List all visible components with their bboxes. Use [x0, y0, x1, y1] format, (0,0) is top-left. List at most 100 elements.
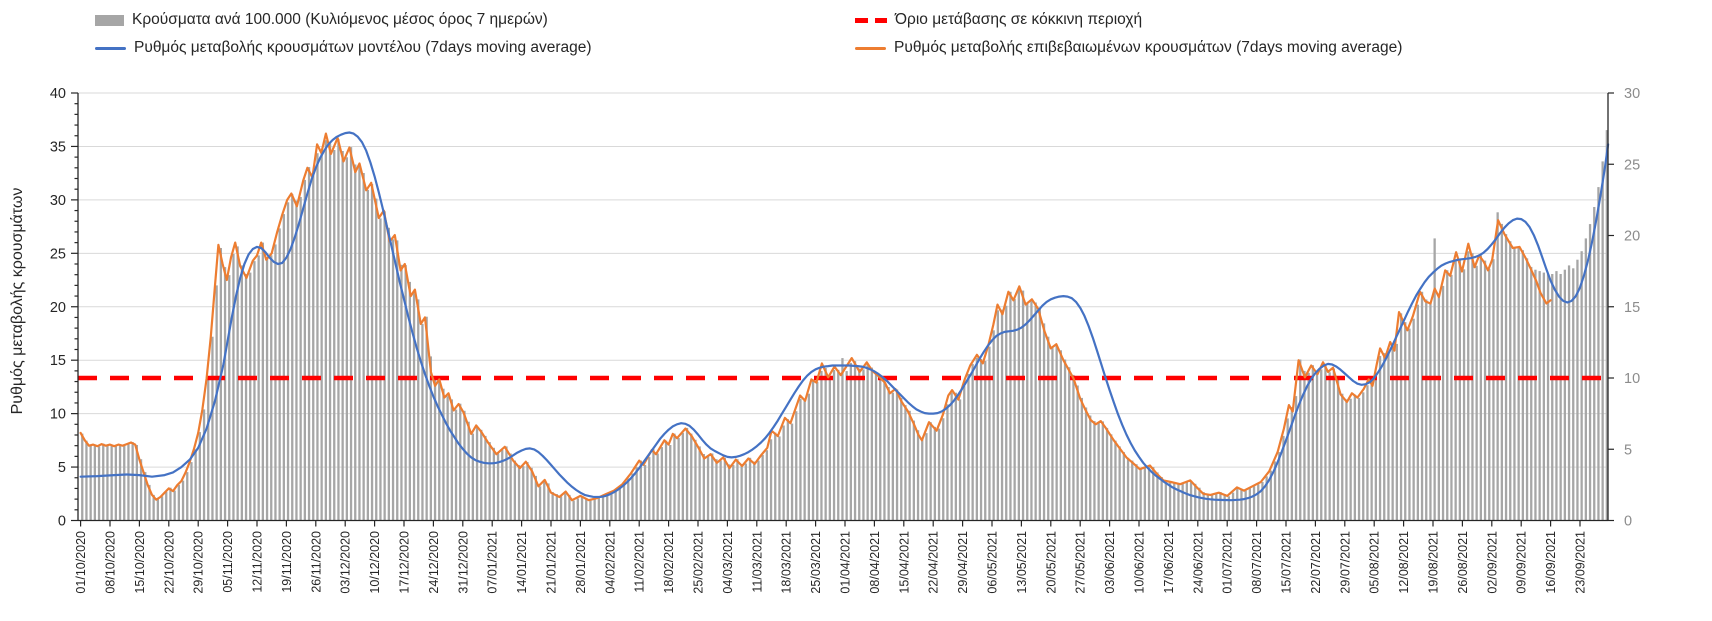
case-bar	[1135, 464, 1138, 521]
case-bar	[979, 358, 983, 521]
case-bar	[1160, 477, 1163, 521]
case-bar	[1530, 266, 1533, 521]
case-bar	[215, 285, 218, 521]
x-axis-date-label: 16/09/2021	[1544, 531, 1558, 594]
case-bar	[400, 264, 403, 521]
case-bar	[1084, 407, 1088, 521]
x-axis-date-label: 24/06/2021	[1191, 531, 1205, 594]
case-bar	[1328, 372, 1331, 521]
case-bar	[900, 397, 903, 521]
case-bar	[660, 447, 663, 521]
case-bar	[517, 465, 521, 521]
case-bar	[249, 272, 252, 521]
legend-item-model: Ρυθμός μεταβολής κρουσμάτων μοντέλου (7d…	[95, 39, 592, 57]
case-bar	[601, 496, 605, 521]
x-axis-date-label: 17/12/2020	[398, 531, 412, 594]
case-bar	[433, 380, 437, 521]
case-bar	[501, 450, 504, 521]
case-bar	[1471, 253, 1474, 521]
case-bar	[799, 398, 802, 521]
x-axis-date-label: 08/04/2021	[868, 531, 882, 594]
left-axis-tick-label: 35	[50, 139, 66, 155]
x-axis-date-label: 11/03/2021	[750, 531, 764, 593]
left-axis-tick-label: 15	[50, 353, 66, 369]
case-bar	[509, 453, 512, 521]
case-bar	[114, 446, 117, 521]
x-axis-ticks-and-labels: 01/10/2020 08/10/2020 15/10/2020 22/10/2020…	[74, 520, 1588, 594]
case-bar	[1446, 270, 1449, 521]
case-bar	[1357, 397, 1361, 521]
case-bar	[698, 446, 701, 521]
case-bar	[1126, 457, 1130, 521]
legend-item-bars: Κρούσματα ανά 100.000 (Κυλιόμενος μέσος …	[95, 11, 548, 29]
case-bar	[316, 153, 319, 521]
case-bar	[946, 404, 949, 521]
case-bar	[1168, 481, 1172, 521]
case-bar	[929, 422, 932, 521]
case-bar	[286, 202, 290, 521]
daily-case-bars	[81, 130, 1608, 521]
case-bar	[530, 467, 533, 521]
case-bar	[627, 478, 630, 521]
case-bar	[1563, 269, 1566, 521]
case-bar	[597, 497, 600, 521]
x-axis-date-label: 07/01/2021	[486, 531, 500, 594]
case-bar	[1597, 187, 1600, 521]
case-bar	[622, 483, 626, 521]
case-bar	[1588, 224, 1592, 521]
case-bar	[240, 265, 243, 521]
case-bar	[1513, 248, 1516, 521]
case-bar	[786, 419, 789, 521]
case-bar	[1387, 352, 1390, 521]
case-bar	[1366, 385, 1369, 521]
case-bar	[337, 139, 340, 521]
case-bar	[1525, 258, 1529, 521]
case-bar	[769, 439, 773, 521]
case-bar	[274, 244, 277, 521]
legend-item-confirmed: Ρυθμός μεταβολής επιβεβαιωμένων κρουσμάτ…	[855, 39, 1402, 57]
case-bar	[1332, 368, 1335, 521]
case-bar	[1601, 161, 1604, 521]
right-axis-ticks-and-labels: 0 5 10 15 20 25 30	[1608, 86, 1640, 530]
case-bar	[765, 450, 768, 521]
case-bar	[849, 362, 852, 521]
case-bar	[1580, 251, 1583, 521]
case-bar	[954, 392, 957, 521]
case-bar	[795, 411, 798, 521]
case-bar	[89, 445, 92, 521]
case-bar	[631, 473, 634, 521]
case-bar	[669, 445, 672, 521]
case-bar	[1223, 494, 1226, 521]
case-bar	[1362, 392, 1365, 521]
case-bar	[958, 399, 962, 521]
right-axis-tick-label: 20	[1624, 229, 1640, 245]
case-bar	[190, 462, 193, 521]
x-axis-date-label: 08/10/2020	[104, 531, 118, 594]
case-bar	[559, 496, 563, 521]
case-bar	[97, 446, 101, 521]
case-bar	[1353, 394, 1356, 521]
case-bar	[1475, 265, 1478, 521]
case-bar	[236, 246, 239, 521]
case-bar	[1273, 461, 1277, 521]
case-bar	[375, 198, 378, 521]
x-axis-date-label: 05/08/2021	[1368, 531, 1382, 594]
case-bar	[879, 376, 882, 521]
case-bar	[1068, 367, 1071, 521]
case-bar	[123, 445, 126, 521]
case-bar	[895, 389, 899, 521]
case-bar	[547, 483, 550, 521]
x-axis-date-label: 22/04/2021	[927, 531, 941, 594]
case-bar	[1458, 259, 1461, 521]
case-bar	[1429, 303, 1432, 521]
x-axis-date-label: 05/11/2020	[221, 531, 235, 593]
case-bar	[1236, 488, 1239, 521]
case-bar	[345, 157, 348, 521]
case-bar	[1551, 274, 1554, 521]
case-bar	[908, 410, 911, 521]
case-bar	[576, 498, 579, 521]
case-bar	[1261, 482, 1264, 521]
left-axis-tick-label: 25	[50, 246, 66, 262]
case-bar	[912, 420, 915, 521]
case-bar	[748, 457, 752, 521]
